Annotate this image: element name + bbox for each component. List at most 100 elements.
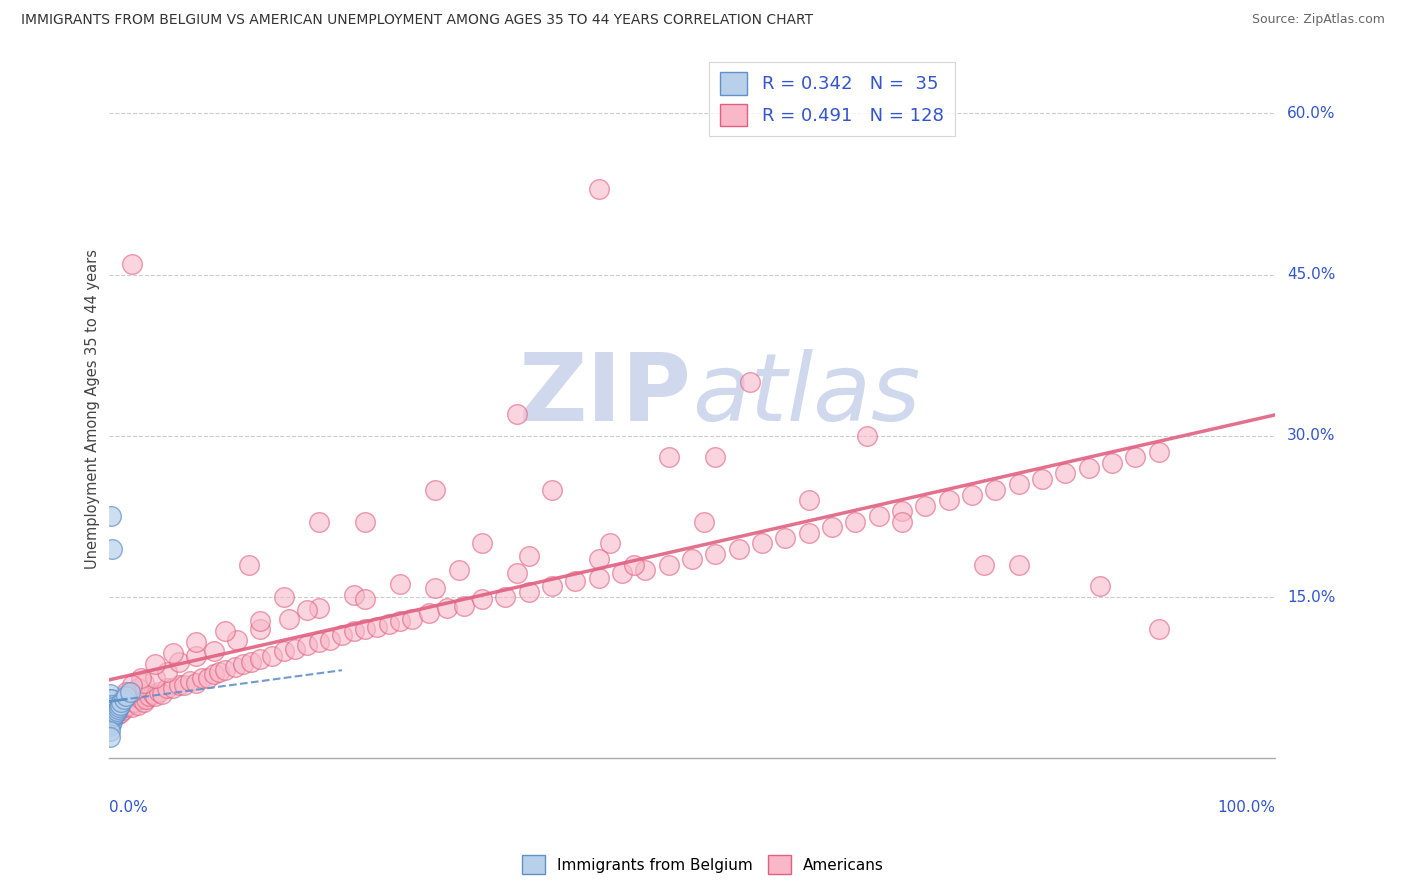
Point <box>110 692 132 706</box>
Point <box>110 706 132 721</box>
Point <box>588 552 610 566</box>
Point <box>797 493 820 508</box>
Point <box>447 563 470 577</box>
Point <box>115 689 138 703</box>
Point <box>101 710 124 724</box>
Point <box>162 646 184 660</box>
Point <box>692 515 714 529</box>
Point <box>132 695 155 709</box>
Point <box>506 408 529 422</box>
Point <box>453 599 475 613</box>
Point <box>588 181 610 195</box>
Point <box>105 704 128 718</box>
Point <box>101 703 124 717</box>
Point <box>914 499 936 513</box>
Point <box>108 699 131 714</box>
Point <box>186 676 208 690</box>
Point <box>208 665 231 680</box>
Point <box>156 681 179 696</box>
Point <box>681 552 703 566</box>
Point <box>100 509 122 524</box>
Point <box>101 708 124 723</box>
Point <box>98 703 121 717</box>
Point <box>494 590 516 604</box>
Point <box>471 592 494 607</box>
Point <box>891 515 914 529</box>
Point <box>101 698 124 712</box>
Point <box>115 684 138 698</box>
Point <box>295 639 318 653</box>
Point <box>186 635 208 649</box>
Point <box>143 689 166 703</box>
Point <box>129 692 152 706</box>
Point <box>214 663 236 677</box>
Point <box>104 706 127 721</box>
Point <box>471 536 494 550</box>
Point <box>319 633 342 648</box>
Text: 60.0%: 60.0% <box>1286 106 1336 120</box>
Point <box>240 655 263 669</box>
Point <box>224 660 246 674</box>
Point <box>100 710 122 724</box>
Point <box>197 671 219 685</box>
Text: Source: ZipAtlas.com: Source: ZipAtlas.com <box>1251 13 1385 27</box>
Point <box>727 541 749 556</box>
Point <box>100 710 122 724</box>
Point <box>588 571 610 585</box>
Point <box>104 702 127 716</box>
Point <box>115 687 138 701</box>
Point <box>704 547 727 561</box>
Point <box>104 706 127 721</box>
Point <box>775 531 797 545</box>
Point <box>704 450 727 465</box>
Point <box>1090 579 1112 593</box>
Point <box>124 695 146 709</box>
Text: 0.0%: 0.0% <box>108 800 148 815</box>
Point <box>98 708 121 723</box>
Text: 30.0%: 30.0% <box>1286 428 1336 443</box>
Point <box>868 509 890 524</box>
Point <box>938 493 960 508</box>
Point <box>278 611 301 625</box>
Point <box>1125 450 1147 465</box>
Point <box>541 483 564 497</box>
Point <box>844 515 866 529</box>
Point <box>517 584 540 599</box>
Point <box>1031 472 1053 486</box>
Point <box>98 687 121 701</box>
Point <box>238 558 260 572</box>
Point <box>132 676 155 690</box>
Point <box>143 657 166 671</box>
Point <box>148 684 170 698</box>
Point <box>623 558 645 572</box>
Point <box>249 652 271 666</box>
Point <box>418 606 440 620</box>
Text: ZIP: ZIP <box>519 349 692 441</box>
Point <box>960 488 983 502</box>
Point <box>127 681 149 696</box>
Point <box>1147 445 1170 459</box>
Text: 100.0%: 100.0% <box>1218 800 1275 815</box>
Point <box>634 563 657 577</box>
Point <box>107 698 129 712</box>
Point <box>284 641 307 656</box>
Point <box>162 681 184 696</box>
Point <box>127 698 149 712</box>
Point <box>1054 467 1077 481</box>
Point <box>425 582 447 596</box>
Text: 45.0%: 45.0% <box>1286 267 1336 282</box>
Point <box>101 541 124 556</box>
Point <box>273 644 295 658</box>
Point <box>167 678 190 692</box>
Point <box>143 671 166 685</box>
Point <box>103 699 125 714</box>
Point <box>186 649 208 664</box>
Point <box>658 450 681 465</box>
Point <box>100 717 122 731</box>
Point <box>1101 456 1123 470</box>
Point <box>856 429 879 443</box>
Point <box>389 614 412 628</box>
Point <box>354 515 377 529</box>
Point <box>138 689 160 703</box>
Point <box>517 549 540 564</box>
